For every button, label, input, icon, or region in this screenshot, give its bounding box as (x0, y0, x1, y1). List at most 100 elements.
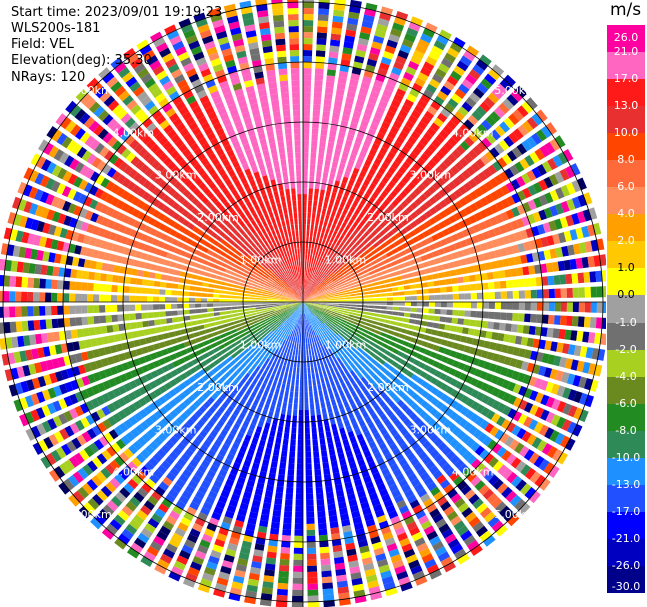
radar-gate (331, 311, 338, 315)
radar-gate (405, 66, 417, 76)
radar-gate (558, 232, 567, 244)
radar-gate (569, 258, 577, 270)
radar-gate (321, 450, 328, 457)
radar-gate (135, 295, 142, 302)
radar-gate (315, 237, 320, 244)
radar-gate (292, 349, 296, 356)
radar-gate (405, 120, 415, 130)
radar-gate (405, 266, 413, 273)
radar-gate (581, 225, 590, 238)
radar-gate (387, 212, 396, 221)
radar-gate (336, 364, 342, 371)
radar-gate (398, 576, 411, 586)
radar-gate (305, 457, 312, 464)
radar-gate (415, 242, 423, 249)
radar-gate (362, 179, 371, 187)
radar-gate (339, 348, 345, 355)
radar-gate (428, 418, 437, 428)
radar-gate (315, 402, 320, 410)
radar-gate (473, 264, 481, 273)
radar-gate (376, 408, 385, 417)
radar-gate (333, 279, 339, 284)
radar-gate (366, 435, 374, 444)
radar-gate (303, 302, 307, 307)
radar-gate (529, 490, 541, 504)
radar-gate (337, 309, 345, 313)
radar-gate (296, 475, 303, 482)
radar-gate (505, 490, 517, 503)
radar-gate (468, 246, 477, 255)
radar-gate (311, 212, 316, 219)
radar-gate (290, 385, 295, 392)
radar-gate (306, 331, 309, 338)
radar-gate (483, 453, 495, 464)
radar-gate (554, 288, 561, 298)
radar-gate (314, 475, 322, 482)
radar-gate (484, 73, 497, 85)
radar-gate (322, 370, 328, 377)
radar-gate (364, 373, 372, 381)
radar-gate (304, 415, 310, 422)
radar-gate (354, 181, 362, 189)
radar-gate (600, 333, 606, 346)
radar-gate (413, 226, 422, 235)
radar-gate (375, 217, 383, 225)
radar-gate (249, 305, 256, 308)
radar-gate (329, 130, 337, 138)
radar-gate (363, 230, 370, 238)
radar-gate (511, 370, 520, 381)
radar-gate (366, 319, 373, 324)
radar-gate (314, 80, 323, 87)
radar-gate (224, 269, 232, 274)
radar-gate (342, 236, 348, 244)
radar-gate (429, 569, 442, 580)
radar-gate (409, 499, 420, 509)
radar-gate (319, 140, 326, 148)
radar-gate (303, 299, 309, 302)
radar-gate (335, 316, 342, 321)
radar-gate (511, 475, 523, 488)
radar-gate (549, 189, 560, 202)
radar-gate (332, 308, 339, 311)
radar-gate (320, 352, 325, 359)
radar-gate (303, 302, 308, 306)
radar-gate (488, 281, 495, 290)
radar-gate (432, 469, 443, 480)
radar-gate (371, 390, 379, 398)
radar-gate (111, 295, 118, 302)
radar-gate (384, 370, 392, 377)
radar-gate (147, 280, 155, 287)
radar-gate (306, 505, 314, 512)
radar-gate (362, 328, 369, 334)
radar-gate (463, 275, 470, 283)
radar-gate (466, 45, 479, 57)
radar-gate (306, 355, 310, 362)
radar-gate (269, 466, 277, 474)
radar-gate (320, 302, 327, 305)
radar-gate (464, 302, 471, 309)
radar-gate (329, 340, 335, 347)
radar-gate (356, 357, 363, 364)
radar-gate (422, 230, 431, 238)
radar-gate (456, 525, 469, 537)
radar-gate (355, 99, 365, 107)
radar-gate (189, 315, 197, 320)
radar-gate (312, 309, 318, 314)
radar-gate (476, 292, 483, 300)
radar-gate (313, 98, 322, 105)
radar-gate (306, 541, 316, 548)
radar-gate (443, 365, 451, 374)
radar-gate (206, 333, 214, 339)
radar-gate (495, 201, 505, 212)
radar-gate (327, 142, 335, 149)
radar-gate (516, 190, 527, 201)
radar-gate (445, 253, 453, 261)
radar-gate (309, 286, 314, 293)
radar-gate (481, 137, 492, 149)
radar-gate (518, 302, 525, 311)
radar-gate (534, 392, 544, 404)
radar-gate (583, 192, 593, 205)
radar-gate (423, 148, 434, 158)
radar-gate (204, 272, 212, 278)
radar-gate (409, 284, 417, 289)
